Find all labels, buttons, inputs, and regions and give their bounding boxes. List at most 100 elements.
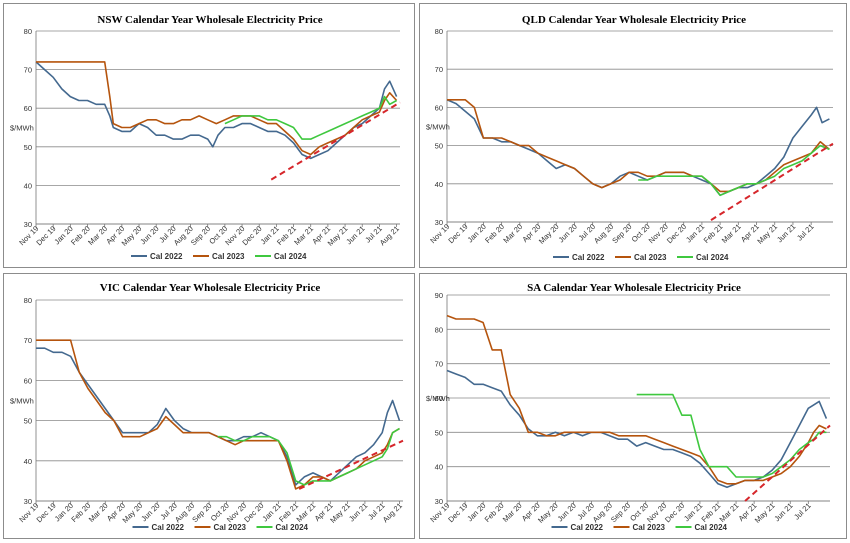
x-tick-label: Mar 20 <box>86 224 109 247</box>
y-tick-label: 80 <box>24 27 32 36</box>
y-tick-label: 80 <box>24 296 32 305</box>
y-axis-label: $/MWh <box>426 123 450 132</box>
series-line-cal-2022 <box>36 347 401 486</box>
series-line-cal-2022 <box>446 369 828 489</box>
x-tick-label: Jun 20 <box>138 224 160 246</box>
x-tick-label: Aug 21 <box>378 224 401 247</box>
y-axis-label: $/MWh <box>426 394 450 403</box>
y-tick-label: 40 <box>435 180 443 189</box>
y-tick-label: 80 <box>435 27 443 36</box>
legend-label: Cal 2022 <box>572 253 605 262</box>
x-tick-label: Jul 21 <box>792 501 813 522</box>
x-tick-label: Dec 20 <box>665 222 688 245</box>
y-tick-label: 60 <box>24 376 32 385</box>
y-axis-label: $/MWh <box>10 397 34 406</box>
y-tick-label: 60 <box>435 394 443 403</box>
nsw-chart-panel: NSW Calendar Year Wholesale Electricity … <box>3 3 415 268</box>
trend-line <box>298 439 404 490</box>
x-tick-label: Sep 20 <box>189 224 212 247</box>
x-tick-label: Mar 21 <box>718 501 741 524</box>
legend-label: Cal 2023 <box>214 523 247 532</box>
x-tick-label: Jul 21 <box>795 222 816 243</box>
x-tick-label: Jun 21 <box>347 501 369 523</box>
x-tick-label: May 20 <box>536 501 560 525</box>
y-tick-label: 50 <box>24 417 32 426</box>
vic-chart-svg: VIC Calendar Year Wholesale Electricity … <box>10 282 404 532</box>
legend-label: Cal 2024 <box>695 523 728 532</box>
x-tick-label: Aug 21 <box>381 501 404 524</box>
y-tick-label: 30 <box>24 497 32 506</box>
vic-chart-panel: VIC Calendar Year Wholesale Electricity … <box>3 273 415 539</box>
y-tick-label: 70 <box>24 66 32 75</box>
x-tick-label: May 21 <box>753 501 777 525</box>
x-tick-label: Jun 21 <box>775 222 797 244</box>
y-tick-label: 40 <box>24 181 32 190</box>
y-tick-label: 40 <box>24 457 32 466</box>
chart-title: SA Calendar Year Wholesale Electricity P… <box>527 282 741 294</box>
y-tick-label: 50 <box>435 142 443 151</box>
x-tick-label: Jun 21 <box>772 501 794 523</box>
y-tick-label: 30 <box>435 497 443 506</box>
x-tick-label: Dec 20 <box>242 501 265 524</box>
legend-label: Cal 2022 <box>152 523 185 532</box>
y-tick-label: 30 <box>24 220 32 229</box>
series-line-cal-2023 <box>36 61 398 156</box>
y-tick-label: 50 <box>435 428 443 437</box>
y-tick-label: 30 <box>435 218 443 227</box>
x-tick-label: Feb 20 <box>483 222 506 245</box>
x-tick-label: Dec 19 <box>34 224 57 247</box>
x-tick-label: Sep 20 <box>610 222 633 245</box>
y-tick-label: 40 <box>435 463 443 472</box>
x-tick-label: Mar 20 <box>501 222 524 245</box>
x-tick-label: Feb 20 <box>483 501 506 524</box>
nsw-chart-svg: NSW Calendar Year Wholesale Electricity … <box>10 14 401 261</box>
legend-label: Cal 2024 <box>274 252 307 261</box>
x-tick-label: Mar 20 <box>501 501 524 524</box>
series-line-cal-2024 <box>217 427 400 486</box>
series-line-cal-2024 <box>636 393 827 478</box>
x-tick-label: May 20 <box>537 222 561 246</box>
x-tick-label: Dec 20 <box>663 501 686 524</box>
qld-chart-svg: QLD Calendar Year Wholesale Electricity … <box>426 14 834 262</box>
y-tick-label: 50 <box>24 143 32 152</box>
x-tick-label: Mar 21 <box>720 222 743 245</box>
x-tick-label: Mar 21 <box>295 501 318 524</box>
series-line-cal-2024 <box>638 144 830 197</box>
y-tick-label: 70 <box>24 336 32 345</box>
sa-chart-panel: SA Calendar Year Wholesale Electricity P… <box>419 273 847 539</box>
y-tick-label: 90 <box>435 291 443 300</box>
series-line-cal-2022 <box>35 61 398 160</box>
series-line-cal-2023 <box>446 314 827 485</box>
x-tick-label: May 21 <box>755 222 779 246</box>
y-tick-label: 60 <box>435 103 443 112</box>
x-tick-label: Mar 20 <box>87 501 110 524</box>
legend-label: Cal 2024 <box>276 523 309 532</box>
x-tick-label: Sep 20 <box>190 501 213 524</box>
x-tick-label: Mar 21 <box>292 224 315 247</box>
y-tick-label: 70 <box>435 65 443 74</box>
x-tick-label: Jun 21 <box>344 224 366 246</box>
y-tick-label: 60 <box>24 104 32 113</box>
chart-title: VIC Calendar Year Wholesale Electricity … <box>100 282 321 294</box>
trend-line <box>270 101 401 181</box>
chart-title: NSW Calendar Year Wholesale Electricity … <box>97 14 322 26</box>
legend-label: Cal 2022 <box>150 252 183 261</box>
x-tick-label: Dec 19 <box>446 501 469 524</box>
x-tick-label: Dec 20 <box>240 224 263 247</box>
x-tick-label: Dec 19 <box>35 501 58 524</box>
legend-label: Cal 2022 <box>571 523 604 532</box>
legend-label: Cal 2023 <box>212 252 245 261</box>
x-tick-label: Dec 19 <box>446 222 469 245</box>
chart-title: QLD Calendar Year Wholesale Electricity … <box>522 14 746 26</box>
series-line-cal-2024 <box>224 95 397 140</box>
y-tick-label: 80 <box>435 325 443 334</box>
trend-line <box>710 142 834 221</box>
x-tick-label: Feb 21 <box>700 501 723 524</box>
x-tick-label: Jun 20 <box>556 501 578 523</box>
x-tick-label: Jun 20 <box>139 501 161 523</box>
trend-line <box>744 424 831 502</box>
